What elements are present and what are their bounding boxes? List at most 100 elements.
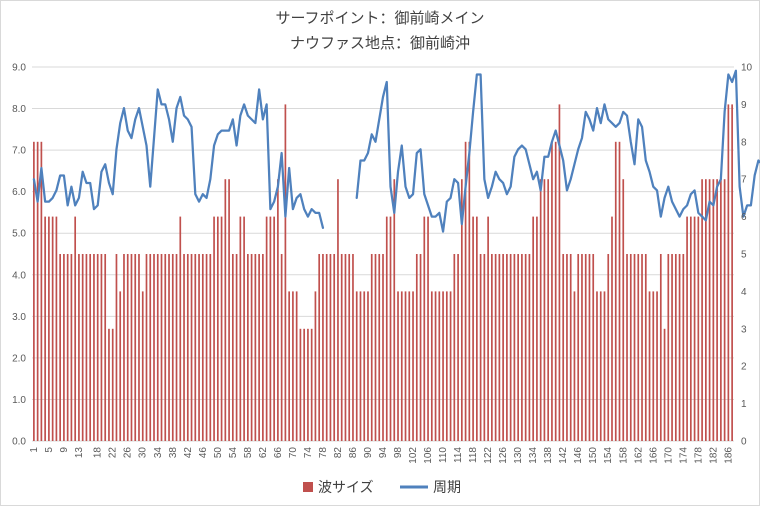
x-tick-label: 162 <box>633 447 644 464</box>
bar <box>536 216 538 441</box>
bar <box>111 328 114 441</box>
bar <box>723 179 726 441</box>
bar <box>337 179 339 441</box>
right-tick-label: 8 <box>741 137 747 148</box>
bar <box>419 254 422 441</box>
bar <box>397 291 399 441</box>
bar <box>644 254 647 441</box>
bar <box>460 179 463 441</box>
bar <box>141 291 144 441</box>
bar <box>629 254 632 441</box>
left-tick-label: 6.0 <box>12 187 26 198</box>
bar <box>201 254 204 441</box>
bar <box>607 254 610 441</box>
bar <box>209 254 212 441</box>
bar <box>581 254 583 441</box>
bar <box>588 254 591 441</box>
bar <box>667 254 670 441</box>
bar <box>385 216 388 441</box>
x-tick-label: 126 <box>498 447 509 464</box>
x-tick-label: 102 <box>408 447 419 464</box>
bar <box>333 254 336 441</box>
bar <box>445 291 448 441</box>
bar <box>708 179 711 441</box>
bar <box>442 291 444 441</box>
left-tick-label: 3.0 <box>12 312 26 323</box>
right-tick-label: 3 <box>741 324 747 335</box>
bar <box>378 254 381 441</box>
x-tick-label: 110 <box>438 447 449 463</box>
bar <box>693 216 696 441</box>
bar <box>415 254 418 441</box>
bar <box>262 254 264 441</box>
right-tick-label: 5 <box>741 250 747 261</box>
bar <box>303 328 306 441</box>
right-tick-label: 4 <box>741 287 747 298</box>
x-tick-label: 158 <box>618 447 629 464</box>
line-series-period <box>32 69 760 233</box>
left-tick-label: 8.0 <box>12 104 26 115</box>
x-tick-label: 114 <box>453 447 464 463</box>
bar <box>652 291 655 441</box>
left-tick-label: 2.0 <box>12 353 26 364</box>
bar <box>374 254 377 441</box>
right-tick-label: 7 <box>741 175 747 186</box>
bar <box>175 254 178 441</box>
bar <box>318 254 321 441</box>
bar <box>584 254 587 441</box>
bar <box>502 254 504 441</box>
bar <box>622 179 625 441</box>
bar <box>119 291 122 441</box>
bar <box>509 254 512 441</box>
bar <box>292 291 294 441</box>
chart-title-line2: ナウファス地点：御前崎沖 <box>290 34 470 52</box>
right-tick-label: 1 <box>741 399 747 410</box>
bar <box>554 141 557 442</box>
bar <box>532 216 535 441</box>
bar <box>277 179 279 441</box>
x-tick-label: 13 <box>74 447 85 459</box>
bar <box>476 216 478 441</box>
bar <box>430 291 433 441</box>
bar <box>156 254 159 441</box>
bar <box>517 254 519 441</box>
x-tick-label: 58 <box>243 447 254 459</box>
bar <box>85 254 88 441</box>
bar <box>138 254 140 441</box>
bar <box>716 179 718 441</box>
bar <box>521 254 523 441</box>
bar <box>63 254 65 441</box>
bar <box>228 179 230 441</box>
bar <box>44 216 46 441</box>
bar <box>33 141 35 442</box>
bar <box>633 254 636 441</box>
bar <box>213 216 215 441</box>
x-tick-label: 26 <box>123 447 134 459</box>
x-tick-label: 38 <box>168 447 179 459</box>
bar <box>352 254 354 441</box>
bar <box>434 291 437 441</box>
bar <box>427 216 429 441</box>
bar <box>239 216 242 441</box>
x-tick-label: 166 <box>648 447 659 464</box>
x-tick-label: 170 <box>663 447 674 464</box>
right-tick-label: 10 <box>741 63 753 74</box>
x-tick-label: 1 <box>29 447 40 453</box>
x-tick-label: 134 <box>528 447 539 464</box>
left-tick-label: 5.0 <box>12 229 26 240</box>
bar <box>577 254 580 441</box>
bar <box>307 328 309 441</box>
bar <box>697 216 700 441</box>
bar <box>198 254 200 441</box>
bar <box>648 291 651 441</box>
bar <box>494 254 497 441</box>
bar <box>483 254 486 441</box>
bar <box>168 254 170 441</box>
x-tick-label: 70 <box>288 447 299 459</box>
bar <box>160 254 163 441</box>
right-tick-label: 2 <box>741 362 747 373</box>
bar <box>340 254 343 441</box>
bar <box>596 291 598 441</box>
legend-bar-swatch <box>303 482 313 492</box>
x-tick-label: 94 <box>378 447 389 459</box>
